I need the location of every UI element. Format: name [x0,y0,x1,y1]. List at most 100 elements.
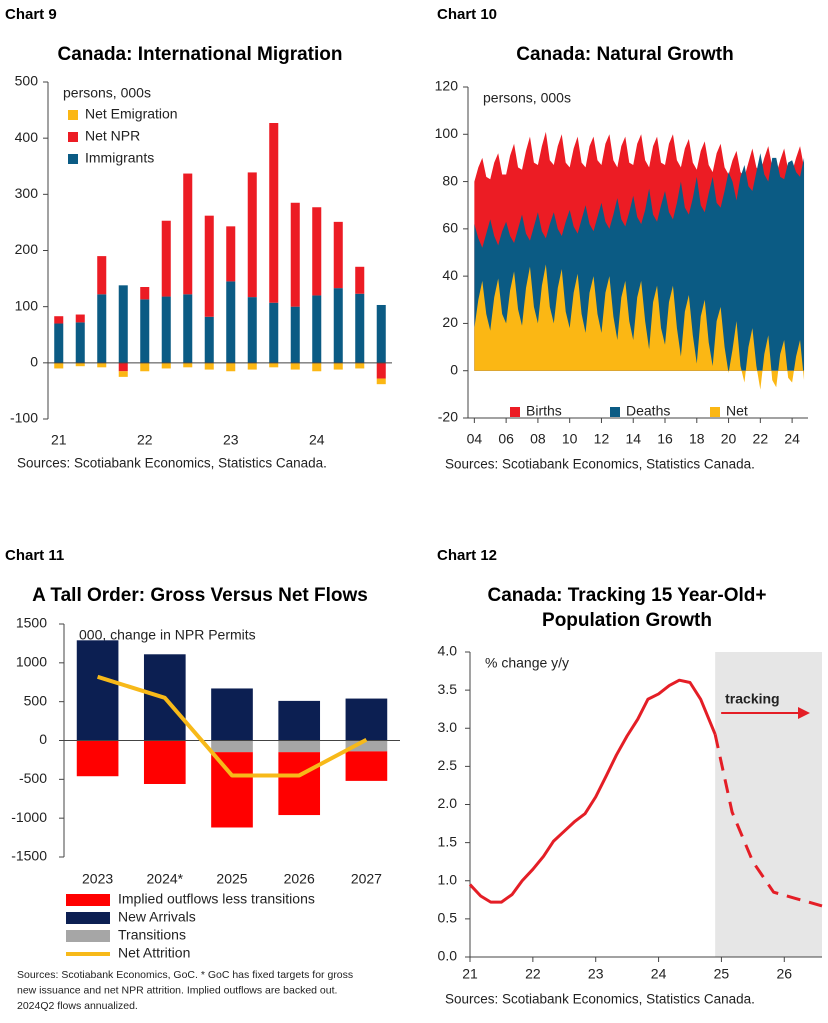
x-tick-label: 10 [562,431,578,447]
legend-label: Net Attrition [118,945,190,961]
y-tick-label: 20 [442,314,458,330]
chart-label: Chart 9 [5,6,57,23]
legend-swatch [510,407,520,417]
x-tick-label: 08 [530,431,546,447]
bar [97,362,107,368]
bar [97,256,107,295]
x-tick-label: 22 [753,431,769,447]
chart-panel: Chart 12 Canada: Tracking 15 Year-Old+ Pop… [437,547,823,1007]
bar [345,751,388,781]
x-tick-label: 16 [657,431,673,447]
legend-swatch [68,110,78,120]
bar [278,700,321,741]
x-tick-label: 2025 [216,871,247,887]
bar [226,362,236,372]
bar [247,362,257,370]
y-tick-label: 100 [15,297,39,313]
bar [355,266,365,294]
y-tick-label: 80 [442,172,458,188]
x-tick-label: 2027 [351,871,382,887]
source-note: Sources: Scotiabank Economics, Statistic… [17,456,327,471]
legend-label: Births [526,403,562,419]
x-tick-label: 21 [462,966,478,982]
bar [161,296,171,363]
line [468,678,717,904]
bar [183,173,193,295]
x-tick-label: 22 [525,966,541,982]
bar [75,362,85,367]
x-tick-label: 06 [498,431,514,447]
bar [376,304,386,363]
legend-label: Immigrants [85,150,154,166]
unit-label: % change y/y [485,655,569,671]
x-tick-label: 24 [651,966,667,982]
y-tick-label: 1.0 [438,871,458,887]
bar [226,226,236,282]
legend-label: Net Emigration [85,106,178,122]
y-tick-label: 0 [39,731,47,747]
y-tick-label: 60 [442,220,458,236]
legend-label: Net NPR [85,128,140,144]
bar [183,362,193,368]
bar [118,285,128,363]
bar [269,362,279,368]
chart-title: Canada: International Migration [57,44,342,65]
bar [161,220,171,297]
unit-label: persons, 000s [483,90,571,106]
bar [247,297,257,363]
source-note: Sources: Scotiabank Economics, Statistic… [445,457,755,472]
source-note: new issuance and net NPR attrition. Impl… [17,984,337,996]
y-tick-label: 0.0 [438,948,458,964]
bar [269,123,279,303]
bar [75,322,85,363]
bar [161,362,171,369]
unit-label: 000, change in NPR Permits [79,627,256,643]
x-tick-label: 04 [467,431,483,447]
bar [345,698,388,741]
chart-title: A Tall Order: Gross Versus Net Flows [32,585,368,606]
legend-label: Implied outflows less transitions [118,891,315,907]
legend-swatch [66,930,110,942]
chart-label: Chart 10 [437,6,497,23]
chart-title: Population Growth [542,610,712,631]
source-note: Sources: Scotiabank Economics, GoC. * Go… [17,969,353,981]
x-tick-label: 21 [51,432,67,448]
source-note: 2024Q2 flows annualized. [17,1000,138,1012]
y-tick-label: -1000 [11,809,47,825]
chart-title: Canada: Tracking 15 Year-Old+ [488,585,767,606]
bar [76,640,119,741]
x-tick-label: 23 [588,966,604,982]
x-tick-label: 22 [137,432,153,448]
annotation-arrowhead [798,707,810,719]
bar [143,740,186,784]
y-tick-label: 1.5 [438,833,458,849]
y-tick-label: 200 [15,241,39,257]
bar [355,293,365,363]
bar [312,295,322,363]
x-tick-label: 24 [309,432,325,448]
bar [140,287,150,300]
y-tick-label: -1500 [11,848,47,864]
y-tick-label: 0 [450,361,458,377]
y-tick-label: 1500 [16,615,47,631]
legend-swatch [610,407,620,417]
y-tick-label: 3.0 [438,719,458,735]
bar [76,740,119,777]
bar [54,362,64,369]
x-tick-label: 2024* [147,871,184,887]
bar [355,362,365,369]
bar [333,221,343,289]
bar [312,207,322,296]
x-tick-label: 24 [784,431,800,447]
bar [312,362,322,372]
unit-label: persons, 000s [63,85,151,101]
y-tick-label: 1000 [16,654,47,670]
y-tick-label: 2.5 [438,757,458,773]
y-tick-label: -20 [438,409,458,425]
legend-swatch [68,132,78,142]
x-tick-label: 25 [714,966,730,982]
y-tick-label: -100 [10,410,38,426]
chart-panel: Chart 10 Canada: Natural Growth Sources: S… [435,6,808,472]
legend-label: Net [726,403,748,419]
